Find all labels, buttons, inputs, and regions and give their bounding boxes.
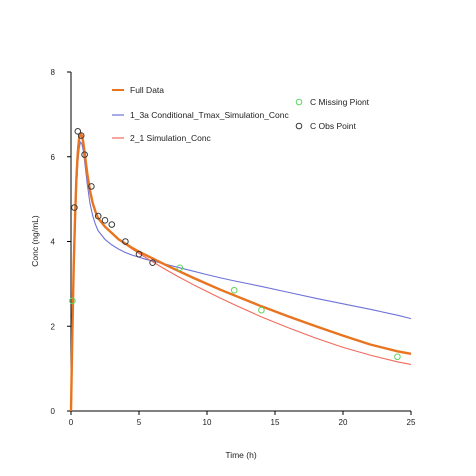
y-axis-title: Conc (ng/mL) [30, 215, 40, 267]
x-axis-title: Time (h) [225, 450, 256, 460]
y-tick-label: 2 [51, 322, 56, 331]
obs-point [101, 217, 109, 224]
series-lines [69, 132, 412, 412]
obs-point [108, 221, 116, 228]
y-tick-label: 8 [51, 68, 56, 77]
missing-point [69, 297, 76, 305]
legend-marker-3 [295, 98, 303, 106]
x-tick-label: 10 [203, 418, 212, 427]
x-tick-label: 15 [271, 418, 280, 427]
obs-point [71, 204, 78, 211]
legend: Full Data 1_3a Conditional_Tmax_Simulatio… [112, 85, 370, 143]
missing-point [258, 306, 265, 314]
legend-label-2: 2_1 Simulation_Conc [130, 133, 212, 143]
missing-point [176, 264, 184, 272]
series-points [69, 128, 401, 361]
series-line-0 [69, 132, 412, 412]
legend-marker-4 [295, 122, 303, 130]
missing-point [394, 353, 401, 361]
obs-point [94, 212, 102, 220]
obs-point [149, 259, 156, 266]
y-tick-label: 6 [51, 153, 56, 162]
legend-label-0: Full Data [130, 85, 164, 95]
obs-point [74, 128, 82, 135]
x-tick-label: 20 [339, 418, 348, 427]
y-tick-label: 4 [51, 238, 56, 247]
obs-point [81, 151, 88, 158]
obs-point [135, 250, 143, 258]
y-tick-label: 0 [51, 407, 56, 416]
x-tick-label: 0 [69, 418, 74, 427]
obs-point [88, 183, 95, 190]
obs-point [77, 132, 85, 139]
obs-point [122, 238, 129, 245]
legend-label-1: 1_3a Conditional_Tmax_Simulation_Conc [130, 110, 290, 120]
axes: 0 5 10 15 20 25 0 2 4 6 8 [51, 68, 416, 427]
missing-point [230, 286, 238, 294]
series-line-2 [70, 132, 412, 412]
x-tick-label: 25 [407, 418, 416, 427]
legend-label-3: C Missing Piont [310, 97, 370, 107]
x-tick-label: 5 [137, 418, 142, 427]
series-line-1 [70, 141, 412, 412]
legend-label-4: C Obs Point [310, 121, 356, 131]
